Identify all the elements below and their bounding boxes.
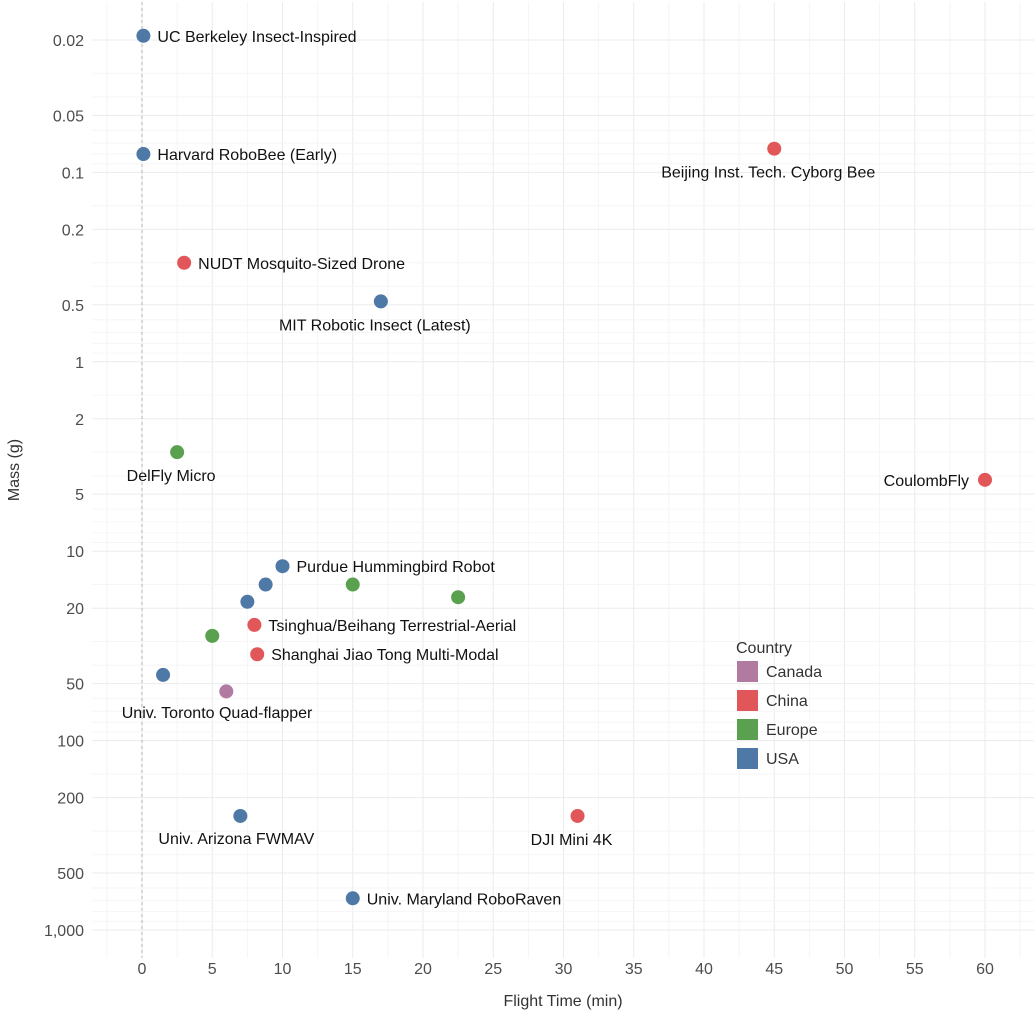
- data-points: [136, 28, 992, 906]
- data-point: [233, 808, 248, 823]
- y-tick-label: 50: [66, 677, 84, 694]
- point-label: NUDT Mosquito-Sized Drone: [198, 256, 405, 273]
- data-point: [205, 628, 220, 643]
- point-label: MIT Robotic Insect (Latest): [279, 317, 471, 334]
- data-point: [275, 559, 290, 574]
- y-tick-label: 1: [75, 355, 84, 372]
- y-tick-label: 500: [57, 866, 84, 883]
- x-tick-label: 35: [625, 961, 643, 978]
- y-tick-label: 10: [66, 544, 84, 561]
- x-tick-label: 25: [484, 961, 502, 978]
- data-point: [570, 808, 585, 823]
- point-label: UC Berkeley Insect-Inspired: [157, 29, 356, 46]
- x-tick-label: 15: [344, 961, 362, 978]
- data-point: [156, 667, 171, 682]
- point-label: DJI Mini 4K: [531, 832, 613, 849]
- data-point: [258, 577, 273, 592]
- y-tick-label: 0.1: [62, 165, 84, 182]
- data-point: [451, 590, 466, 605]
- point-label: CoulombFly: [884, 473, 969, 490]
- legend-entry-label: Europe: [766, 722, 818, 739]
- point-label: Harvard RoboBee (Early): [157, 147, 337, 164]
- data-point: [373, 294, 388, 309]
- data-point: [250, 647, 265, 662]
- x-tick-label: 50: [836, 961, 854, 978]
- point-label: Univ. Toronto Quad-flapper: [122, 705, 313, 722]
- x-tick-label: 60: [976, 961, 994, 978]
- point-label: DelFly Micro: [127, 468, 216, 485]
- x-tick-label: 10: [274, 961, 292, 978]
- y-axis-title: Mass (g): [6, 439, 23, 501]
- x-tick-label: 55: [906, 961, 924, 978]
- y-tick-label: 20: [66, 601, 84, 618]
- legend-swatch: [737, 690, 758, 711]
- y-tick-label: 0.5: [62, 298, 84, 315]
- y-tick-label: 1,000: [44, 923, 84, 940]
- x-tick-label: 40: [695, 961, 713, 978]
- y-tick-label: 100: [57, 734, 84, 751]
- legend-swatch: [737, 719, 758, 740]
- data-point: [177, 255, 192, 270]
- y-tick-label: 5: [75, 487, 84, 504]
- y-tick-label: 0.02: [53, 33, 84, 50]
- x-tick-label: 30: [555, 961, 573, 978]
- axis-ticks: 0 5 10 15 20 25 30 35 40 45 50 55 600.020.050.10.20.…: [44, 33, 994, 978]
- data-point: [136, 28, 151, 43]
- data-point: [767, 141, 782, 156]
- y-tick-label: 0.05: [53, 108, 84, 125]
- x-axis-title: Flight Time (min): [503, 993, 622, 1010]
- legend-swatch: [737, 748, 758, 769]
- legend: Country Canada China Europe USA: [736, 640, 822, 769]
- point-label: Univ. Arizona FWMAV: [158, 831, 314, 848]
- data-point: [345, 891, 360, 906]
- point-label: Tsinghua/Beihang Terrestrial-Aerial: [268, 618, 516, 635]
- point-labels: UC Berkeley Insect-Inspired Harvard RoboB…: [122, 29, 969, 908]
- y-tick-label: 0.2: [62, 222, 84, 239]
- point-label: Univ. Maryland RoboRaven: [367, 891, 561, 908]
- point-label: Shanghai Jiao Tong Multi-Modal: [271, 647, 498, 664]
- data-point: [170, 445, 185, 460]
- legend-swatch: [737, 661, 758, 682]
- x-tick-label: 20: [414, 961, 432, 978]
- legend-entry-label: USA: [766, 751, 799, 768]
- legend-entry-label: China: [766, 693, 808, 710]
- x-tick-label: 45: [765, 961, 783, 978]
- grid: [92, 2, 1034, 958]
- data-point: [136, 147, 151, 162]
- point-label: Beijing Inst. Tech. Cyborg Bee: [661, 165, 875, 182]
- point-label: Purdue Hummingbird Robot: [297, 559, 496, 576]
- data-point: [247, 617, 262, 632]
- legend-entry-label: Canada: [766, 664, 822, 681]
- y-tick-label: 200: [57, 791, 84, 808]
- x-tick-label: 5: [208, 961, 217, 978]
- data-point: [345, 577, 360, 592]
- y-tick-label: 2: [75, 412, 84, 429]
- data-point: [219, 684, 234, 699]
- data-point: [978, 472, 992, 487]
- legend-title: Country: [736, 640, 792, 657]
- x-tick-label: 0: [138, 961, 147, 978]
- data-point: [240, 594, 255, 609]
